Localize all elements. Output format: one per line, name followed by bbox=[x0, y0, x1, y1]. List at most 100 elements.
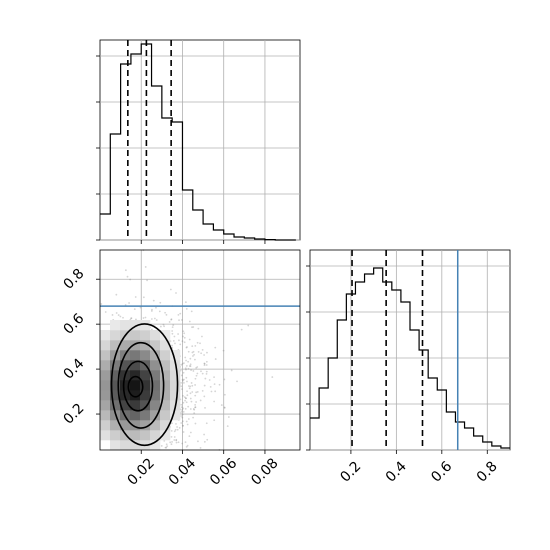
scatter-point bbox=[155, 319, 158, 321]
scatter-point bbox=[153, 317, 156, 320]
density-cell bbox=[140, 420, 151, 431]
density-cell bbox=[120, 320, 131, 331]
scatter-point bbox=[223, 393, 226, 396]
density-cell bbox=[150, 370, 161, 381]
scatter-point bbox=[181, 388, 183, 391]
density-cell bbox=[110, 430, 121, 441]
scatter-point bbox=[162, 323, 165, 326]
scatter-point bbox=[194, 406, 197, 409]
y-tick-label: 0.6 bbox=[60, 311, 87, 338]
hist-y-quantile-lines bbox=[351, 250, 424, 450]
scatter-point bbox=[192, 408, 195, 410]
scatter-point bbox=[130, 317, 133, 320]
density-cell bbox=[130, 320, 141, 331]
scatter-point bbox=[152, 299, 155, 302]
density-cell bbox=[130, 390, 141, 401]
scatter-point bbox=[170, 318, 173, 321]
scatter-point bbox=[119, 315, 122, 318]
scatter-point bbox=[175, 441, 178, 444]
density-cell bbox=[160, 400, 171, 411]
scatter-point bbox=[172, 324, 175, 327]
scatter-point bbox=[179, 343, 182, 346]
scatter-point bbox=[192, 326, 195, 328]
scatter-point bbox=[185, 307, 188, 310]
scatter-point bbox=[185, 397, 187, 400]
scatter-point bbox=[182, 395, 184, 397]
scatter-point bbox=[200, 352, 203, 355]
scatter-point bbox=[191, 351, 194, 354]
x-tick-label: 0.2 bbox=[337, 458, 364, 485]
scatter-point bbox=[180, 363, 183, 366]
density-cell bbox=[150, 400, 161, 411]
density-cell bbox=[160, 350, 171, 361]
scatter-point bbox=[213, 376, 215, 379]
scatter-point bbox=[179, 312, 182, 315]
scatter-point bbox=[184, 367, 187, 370]
scatter-point bbox=[191, 326, 193, 329]
scatter-point bbox=[182, 330, 185, 333]
scatter-point bbox=[195, 374, 198, 377]
scatter-point bbox=[171, 330, 174, 332]
hist-y-grid bbox=[310, 250, 510, 451]
scatter-point bbox=[177, 313, 180, 316]
scatter-point bbox=[174, 428, 177, 431]
scatter-point bbox=[206, 351, 208, 354]
y-tick-label: 0.4 bbox=[60, 356, 87, 383]
density-cell bbox=[140, 400, 151, 411]
scatter-point bbox=[230, 369, 233, 372]
scatter-point bbox=[203, 433, 205, 436]
scatter-point bbox=[193, 408, 196, 411]
scatter-point bbox=[205, 422, 208, 425]
scatter-point bbox=[173, 439, 176, 441]
density-cell bbox=[120, 340, 131, 351]
marginal-histogram-x-panel bbox=[96, 39, 301, 244]
scatter-point bbox=[189, 357, 192, 360]
scatter-point bbox=[186, 423, 189, 426]
scatter-point bbox=[180, 406, 183, 409]
hist-x-ticks bbox=[96, 55, 266, 244]
scatter-point bbox=[223, 406, 226, 409]
density-cell bbox=[150, 430, 161, 441]
density-cell bbox=[100, 350, 111, 361]
density-cell bbox=[120, 420, 131, 431]
density-cell bbox=[140, 380, 151, 391]
scatter-point bbox=[133, 308, 136, 311]
density-cell bbox=[130, 350, 141, 361]
scatter-point bbox=[187, 350, 190, 353]
scatter-point bbox=[194, 394, 197, 397]
scatter-point bbox=[173, 430, 176, 433]
scatter-point bbox=[196, 372, 199, 375]
scatter-point bbox=[205, 370, 208, 373]
scatter-point bbox=[197, 327, 200, 330]
density-cell bbox=[100, 400, 111, 411]
scatter-point bbox=[186, 390, 188, 393]
contour-line bbox=[127, 375, 144, 398]
scatter-point bbox=[190, 310, 193, 313]
scatter-point bbox=[185, 346, 188, 349]
scatter-point bbox=[201, 389, 204, 392]
scatter-point bbox=[191, 384, 194, 387]
scatter-point bbox=[187, 385, 190, 387]
scatter-point bbox=[182, 371, 185, 374]
scatter-point bbox=[203, 362, 206, 365]
scatter-point bbox=[181, 319, 183, 321]
scatter-point bbox=[180, 410, 183, 413]
scatter-point bbox=[208, 379, 211, 381]
scatter-point bbox=[182, 424, 184, 427]
scatter-point bbox=[213, 419, 216, 422]
scatter-point bbox=[159, 325, 162, 328]
density-cell bbox=[150, 350, 161, 361]
scatter-point bbox=[144, 316, 147, 319]
density-cell bbox=[150, 390, 161, 401]
scatter-point bbox=[184, 441, 187, 444]
scatter-point bbox=[187, 418, 190, 420]
scatter-point bbox=[151, 308, 153, 311]
scatter-point bbox=[194, 377, 197, 380]
scatter-point bbox=[170, 443, 173, 446]
density-cell bbox=[120, 400, 131, 411]
y-tick-label: 0.2 bbox=[60, 401, 87, 428]
scatter-point bbox=[146, 279, 148, 282]
scatter-point bbox=[169, 441, 172, 444]
contour-line bbox=[110, 323, 179, 447]
scatter-point bbox=[214, 358, 217, 360]
